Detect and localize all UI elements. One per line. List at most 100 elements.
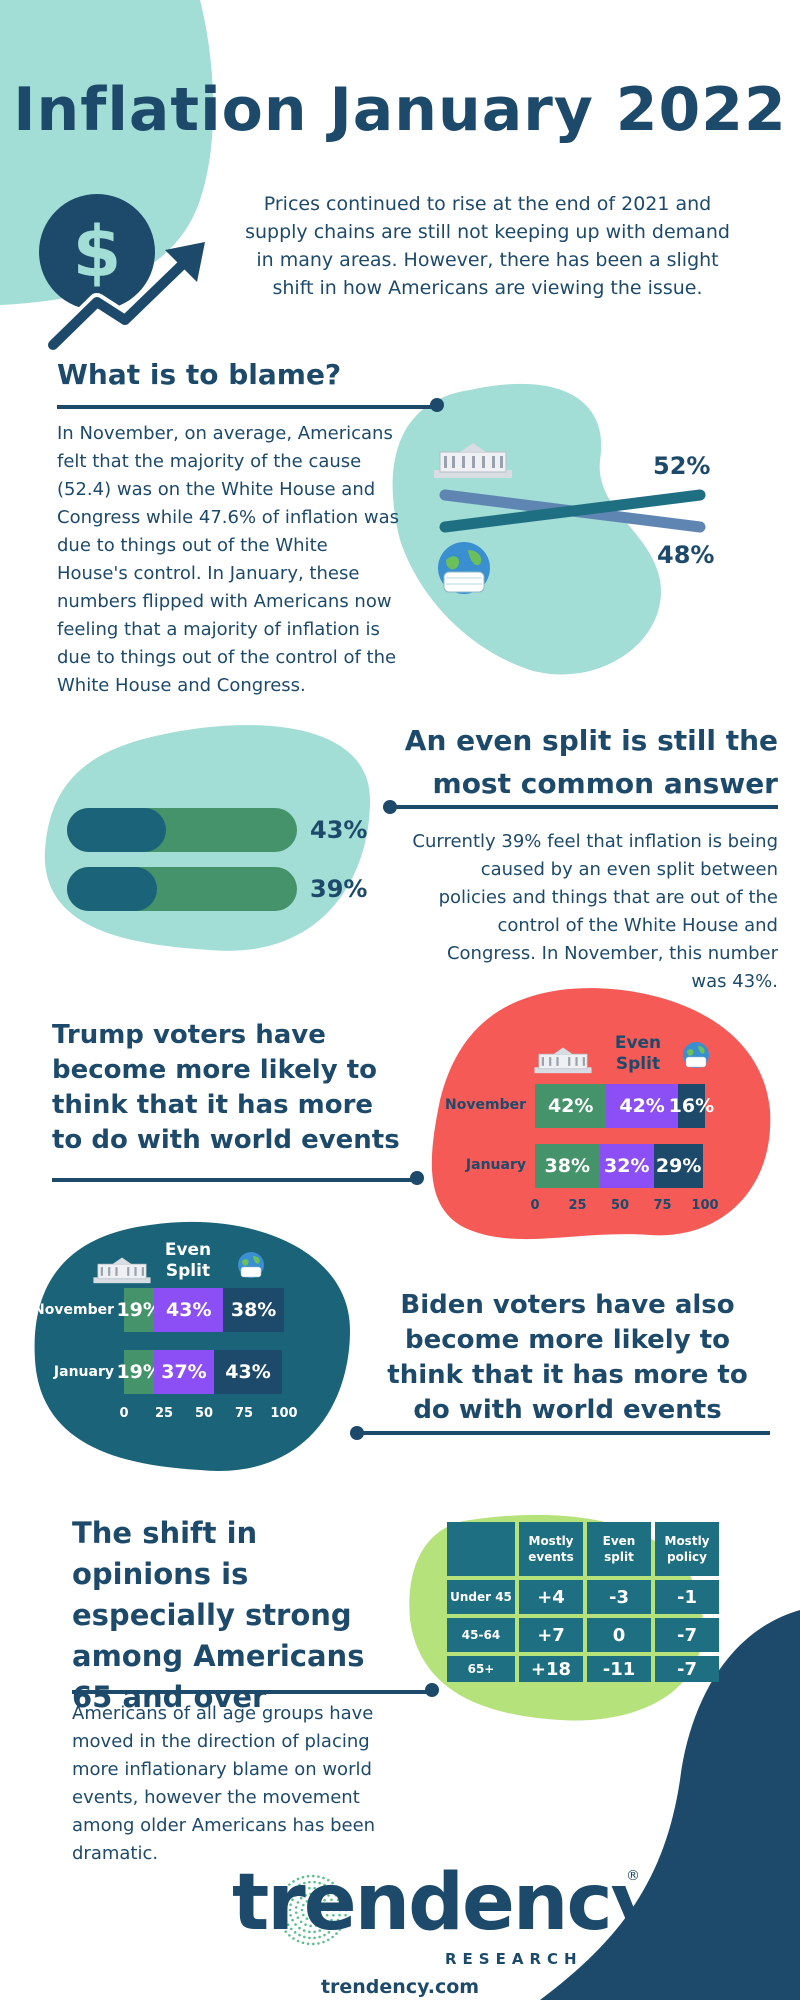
logo-dot xyxy=(309,1924,312,1928)
bar-segment: 38% xyxy=(223,1288,284,1332)
age-row-label: 45-64 xyxy=(447,1618,515,1652)
logo-dot xyxy=(335,1885,338,1888)
logo-dot xyxy=(283,1913,286,1917)
split-label-1: 43% xyxy=(310,816,368,844)
logo-dot xyxy=(308,1880,311,1884)
logo-dot xyxy=(318,1935,321,1939)
logo-dot xyxy=(331,1927,334,1931)
logo-dot xyxy=(322,1876,325,1880)
logo-sunburst-icon xyxy=(276,1874,348,1946)
split-heading-line2: most common answer xyxy=(432,767,778,800)
logo-dot xyxy=(276,1906,280,1909)
logo-dot xyxy=(323,1898,326,1902)
logo-dot xyxy=(312,1874,315,1878)
x-tick-label: 25 xyxy=(154,1406,174,1421)
logo-dot xyxy=(299,1920,303,1924)
logo-dot xyxy=(338,1913,341,1917)
bar-segment: 16% xyxy=(669,1084,714,1128)
trump-even-split-header: Even Split xyxy=(614,1033,662,1074)
logo-dot xyxy=(327,1894,330,1897)
logo-dot xyxy=(277,1900,281,1904)
logo-subtitle: RESEARCH xyxy=(445,1950,583,1968)
logo-dot xyxy=(296,1901,300,1904)
logo-dot xyxy=(330,1898,333,1902)
logo-dot xyxy=(308,1886,311,1890)
logo-dot xyxy=(304,1923,307,1926)
biden-row-label-january: January xyxy=(53,1364,114,1380)
biden-divider xyxy=(357,1431,770,1435)
x-tick-label: 100 xyxy=(270,1406,298,1421)
trump-row-label-november: November xyxy=(445,1097,526,1113)
logo-dot xyxy=(327,1931,331,1934)
logo-dot xyxy=(308,1930,311,1934)
age-table-corner xyxy=(447,1522,515,1576)
age-cell: -3 xyxy=(587,1580,651,1614)
age-cell: -7 xyxy=(655,1618,719,1652)
age-col-mostly-events: Mostly events xyxy=(519,1522,583,1576)
logo-dot xyxy=(343,1918,346,1922)
white-house-icon xyxy=(93,1257,151,1284)
logo-dot xyxy=(299,1896,303,1900)
blame-body: In November, on average, Americans felt … xyxy=(57,423,399,696)
logo-dot xyxy=(319,1913,322,1917)
age-cell: -11 xyxy=(587,1656,651,1682)
split-body: Currently 39% feel that inflation is bei… xyxy=(412,831,778,992)
logo-dot xyxy=(294,1911,298,1914)
split-bar-fill-2 xyxy=(67,867,157,911)
age-cell: +7 xyxy=(519,1618,583,1652)
logo-dot xyxy=(298,1926,301,1930)
logo-dot xyxy=(343,1898,346,1902)
white-house-icon xyxy=(434,443,512,478)
age-divider-dot xyxy=(425,1683,439,1697)
logo-dot xyxy=(296,1877,300,1881)
logo-dot xyxy=(341,1893,344,1897)
footer-url[interactable]: trendency.com xyxy=(320,1976,480,1998)
logo-dot xyxy=(283,1903,286,1907)
logo-dot xyxy=(309,1892,312,1896)
bar-segment: 42% xyxy=(535,1084,607,1128)
logo-dot xyxy=(338,1908,342,1912)
trump-row-label-january: January xyxy=(465,1157,526,1173)
bar-segment: 29% xyxy=(654,1144,704,1188)
bar-segment: 38% xyxy=(535,1144,600,1188)
logo-dot xyxy=(323,1883,326,1887)
logo-dot xyxy=(291,1898,294,1902)
split-bar-fill-1 xyxy=(67,808,166,852)
logo-dot xyxy=(338,1928,342,1931)
logo-dot xyxy=(331,1889,334,1893)
bar-segment: 32% xyxy=(599,1144,654,1188)
age-cell: -1 xyxy=(655,1580,719,1614)
biden-teal-blob xyxy=(34,1221,351,1471)
logo-dot xyxy=(290,1927,293,1931)
split-label-2: 39% xyxy=(310,875,368,903)
logo-dot xyxy=(293,1886,297,1889)
masked-globe-icon xyxy=(683,1042,709,1068)
logo-dot xyxy=(298,1890,301,1894)
age-cell: +18 xyxy=(519,1656,583,1682)
x-tick-label: 0 xyxy=(119,1406,129,1421)
logo-dot xyxy=(330,1918,333,1922)
logo-dot xyxy=(314,1924,318,1927)
logo-dot xyxy=(300,1908,304,1912)
x-tick-label: 50 xyxy=(194,1406,214,1421)
logo-dot xyxy=(293,1931,297,1934)
logo-dot xyxy=(284,1930,288,1933)
logo-dot xyxy=(301,1941,305,1945)
logo-dot xyxy=(302,1913,305,1917)
logo-dot xyxy=(305,1900,309,1903)
age-cell: -7 xyxy=(655,1656,719,1682)
logo-dot xyxy=(344,1903,347,1907)
masked-globe-icon xyxy=(238,1252,264,1278)
logo-dot xyxy=(336,1918,340,1922)
logo-dot xyxy=(317,1942,320,1945)
logo-dot xyxy=(319,1922,323,1925)
intro-text: Prices continued to rise at the end of 2… xyxy=(245,193,730,299)
logo-wordmark: trendency xyxy=(232,1858,662,1948)
logo-dot xyxy=(290,1889,293,1893)
logo-dot xyxy=(318,1929,322,1932)
logo-dot xyxy=(323,1926,326,1930)
blame-label-bottom: 48% xyxy=(657,541,715,569)
biden-heading: Biden voters have also become more likel… xyxy=(387,1290,748,1425)
logo-dot xyxy=(317,1875,320,1878)
table-row: Under 45 +4 -3 -1 xyxy=(447,1580,719,1614)
